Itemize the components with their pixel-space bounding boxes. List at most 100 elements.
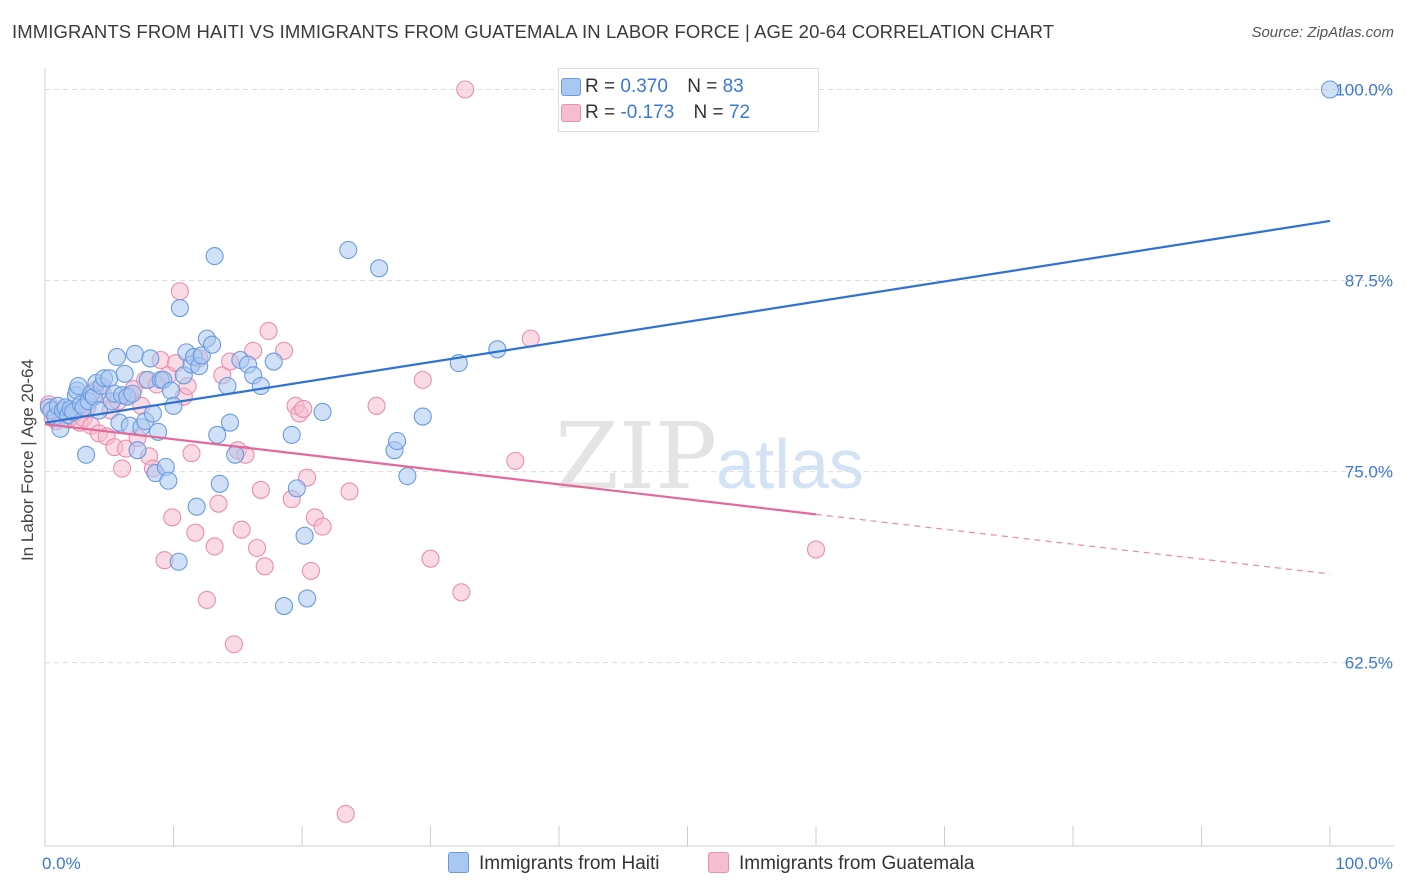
haiti-point [123,384,142,403]
guatemala-point [170,282,189,301]
guatemala-point [294,399,313,418]
haiti-point [295,526,314,545]
guatemala-point [367,396,386,415]
haiti-point [488,340,507,359]
bottom-legend-haiti: Immigrants from Haiti [448,852,660,876]
guatemala-point [340,482,359,501]
haiti-point [218,376,237,396]
haiti-point [169,552,188,571]
haiti-point [1320,80,1340,99]
guatemala-point [232,520,251,539]
guatemala-point [247,538,267,558]
haiti-point [77,445,96,464]
guatemala-point [452,583,471,602]
haiti-point [100,369,119,388]
haiti-point [251,376,270,396]
haiti-point [159,471,178,490]
series-haiti [39,80,1340,616]
bottom-legend-label-haiti: Immigrants from Haiti [479,853,660,874]
guatemala-point [251,480,270,499]
guatemala-point [313,517,332,536]
haiti-point [413,407,432,426]
haiti-point [287,479,306,498]
haiti-point [128,441,147,460]
y-tick-label: 100.0% [1335,81,1393,100]
haiti-point [205,247,224,266]
guatemala-point [456,80,475,99]
haiti-point [115,364,134,383]
bottom-legend-swatch-haiti [448,852,469,873]
legend-r-value: -0.173 [620,102,675,123]
haiti-point [125,344,144,363]
haiti-point [388,431,407,451]
haiti-point [107,347,127,367]
y-tick-label: 62.5% [1345,654,1393,673]
haiti-point [187,497,206,516]
haiti-point [220,413,240,432]
source-credit: Source: ZipAtlas.com [1251,24,1394,41]
axes [44,68,1394,847]
tick-labels: 62.5% 75.0% 87.5% 100.0% 0.0% 100.0% [42,81,1393,873]
haiti-point [398,467,417,486]
guatemala-point [806,540,826,559]
legend-r-value: 0.370 [620,76,668,97]
haiti-point [226,445,245,464]
legend-swatch-haiti [561,78,581,96]
x-tick-label: 0.0% [42,854,81,873]
haiti-point [208,425,227,444]
guatemala-point [506,451,525,470]
guatemala-point [255,557,274,576]
watermark: ZIP atlas [555,403,864,510]
correlation-legend: R = 0.370 N = 83 R = -0.173 N = 72 [558,68,819,132]
haiti-point [170,299,189,318]
guatemala-point [205,537,224,556]
legend-row-guatemala: R = -0.173 N = 72 [561,102,751,126]
guatemala-point [182,444,201,463]
legend-n-label: N = [693,102,724,123]
legend-r-label: R = [585,76,616,97]
y-tick-label: 75.0% [1345,463,1393,482]
guatemala-point [421,549,440,568]
haiti-point [164,396,183,415]
haiti-point [264,352,283,371]
haiti-point [339,240,358,260]
legend-row-haiti: R = 0.370 N = 83 [561,76,744,100]
haiti-point [274,597,294,616]
guatemala-point [259,321,278,341]
watermark-zip: ZIP [555,403,717,510]
trend-line-extension [815,513,1331,575]
legend-swatch-guatemala [561,104,581,122]
haiti-point [161,381,180,400]
legend-n-value: 72 [728,102,751,123]
guatemala-point [209,494,228,513]
trend-lines [44,219,1331,575]
legend-r-label: R = [585,102,616,123]
haiti-point [298,589,317,608]
x-tick-label: 100.0% [1335,854,1393,873]
trend-line [44,219,1331,424]
guatemala-point [224,635,243,654]
haiti-point [203,335,222,354]
haiti-point [313,402,332,422]
legend-n-label: N = [687,76,718,97]
haiti-point [141,349,160,368]
legend-n-value: 83 [722,76,744,97]
haiti-point [282,425,301,444]
bottom-legend-swatch-guatemala [708,852,729,873]
guatemala-point [186,523,205,542]
guatemala-point [163,508,182,527]
guatemala-point [336,804,355,823]
bottom-legend-label-guatemala: Immigrants from Guatemala [739,853,975,874]
guatemala-point [113,459,132,478]
guatemala-point [413,370,432,389]
guatemala-point [301,561,321,580]
trend-line [44,423,817,516]
haiti-point [370,259,389,278]
haiti-point [210,474,229,493]
y-tick-label: 87.5% [1345,272,1393,291]
watermark-atlas: atlas [716,425,864,503]
chart-title: IMMIGRANTS FROM HAITI VS IMMIGRANTS FROM… [12,21,1055,42]
bottom-legend-guatemala: Immigrants from Guatemala [708,852,974,876]
guatemala-point [197,590,216,609]
